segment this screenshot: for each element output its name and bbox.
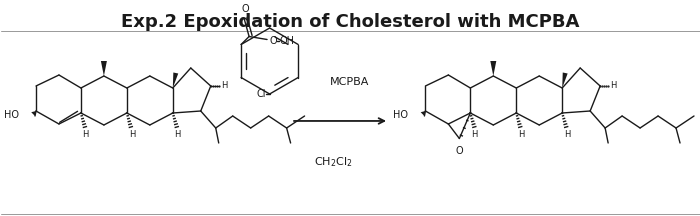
Polygon shape (101, 61, 107, 76)
Text: CH$_2$Cl$_2$: CH$_2$Cl$_2$ (314, 155, 352, 169)
Text: O: O (269, 35, 276, 46)
Text: HO: HO (4, 110, 19, 120)
Text: Cl: Cl (256, 89, 266, 99)
Text: H: H (471, 130, 477, 139)
Text: H: H (564, 130, 570, 139)
Text: H: H (82, 130, 88, 139)
Text: H: H (518, 130, 524, 139)
Polygon shape (421, 111, 426, 116)
Text: O: O (241, 3, 249, 13)
Polygon shape (562, 73, 568, 88)
Text: OH: OH (279, 35, 294, 46)
Text: O: O (456, 146, 463, 156)
Text: Exp.2 Epoxidation of Cholesterol with MCPBA: Exp.2 Epoxidation of Cholesterol with MC… (121, 13, 580, 31)
Text: MCPBA: MCPBA (330, 77, 369, 87)
Text: H: H (129, 130, 135, 139)
Polygon shape (173, 73, 178, 88)
Text: H: H (610, 81, 617, 91)
Polygon shape (490, 61, 496, 76)
Text: H: H (220, 81, 227, 91)
Polygon shape (32, 111, 36, 116)
Text: H: H (174, 130, 181, 139)
Text: HO: HO (393, 110, 408, 120)
